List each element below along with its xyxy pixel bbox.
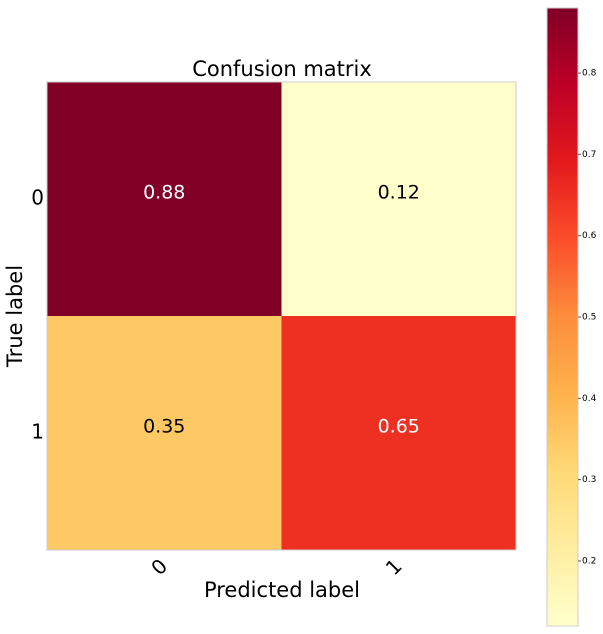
colorbar-tick-label: 0.4 [582,394,597,404]
colorbar [546,7,579,627]
plot-frame [46,81,517,551]
heatmap-cell [47,82,282,317]
cell-label: 0.88 [143,182,185,204]
colorbar-tick-label: 0.6 [582,231,597,241]
x-tick-label: 1 [381,554,407,580]
chart-title: Confusion matrix [192,57,372,81]
cell-label: 0.12 [378,182,420,204]
colorbar-tick-label: 0.5 [582,313,596,323]
y-tick-label: 0 [31,186,44,210]
heatmap-cell [47,316,282,551]
colorbar-tick-label: 0.2 [582,556,596,566]
x-tick-label: 0 [146,554,172,580]
y-axis-label: True label [3,265,27,368]
heatmap-cell [281,82,517,317]
y-tick-label: 1 [31,420,44,444]
cell-label: 0.35 [143,416,185,438]
colorbar-tick-label: 0.8 [582,69,597,79]
x-axis-label: Predicted label [204,578,360,602]
colorbar-tick-label: 0.7 [582,150,596,160]
cell-label: 0.65 [378,416,420,438]
heatmap-cell [281,316,517,551]
colorbar-tick-label: 0.3 [582,475,596,485]
